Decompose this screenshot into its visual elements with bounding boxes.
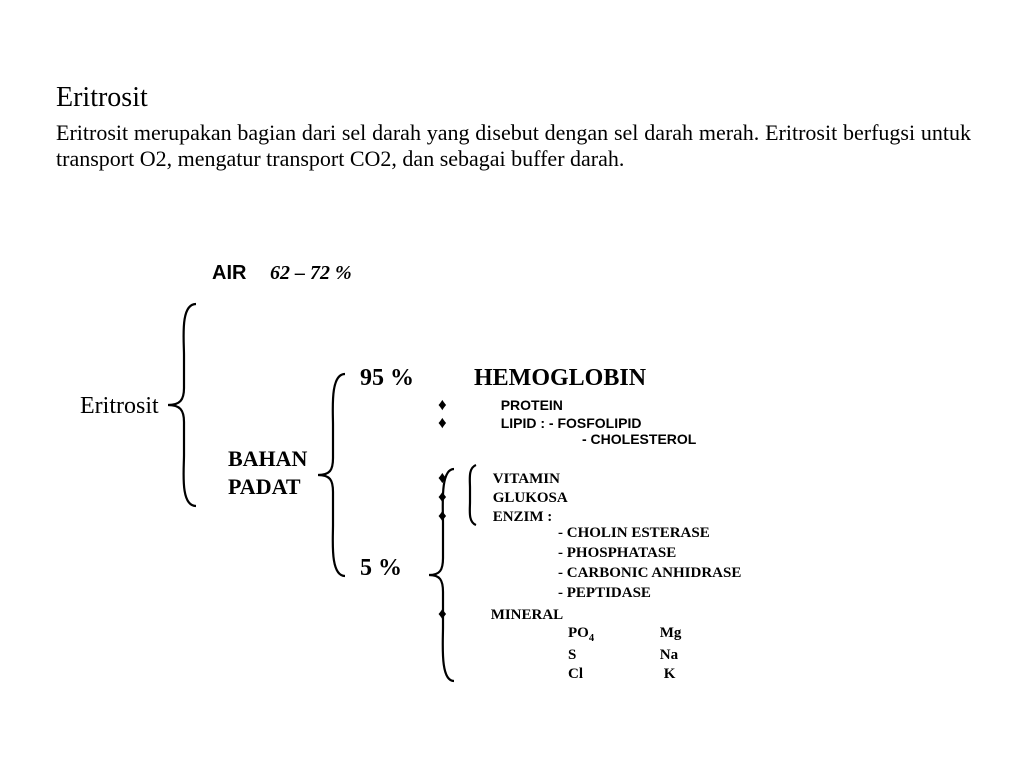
enzim-row: ♦ ENZIM : xyxy=(438,506,552,526)
lipid-row: ♦ LIPID : - FOSFOLIPID xyxy=(438,413,641,433)
brace-bahan xyxy=(313,370,351,580)
mineral-row: ♦ MINERAL xyxy=(438,604,563,624)
protein-label: PROTEIN xyxy=(501,397,563,413)
air-value: 62 – 72 % xyxy=(270,262,352,284)
mineral-row-3: Cl K xyxy=(568,665,681,685)
bahan-padat-label: BAHAN PADAT xyxy=(228,445,307,500)
diamond-icon: ♦ xyxy=(438,395,447,414)
glukosa-label: GLUKOSA xyxy=(493,490,568,506)
diamond-icon: ♦ xyxy=(438,468,447,487)
paragraph: Eritrosit merupakan bagian dari sel dara… xyxy=(56,120,971,172)
mineral-s: S xyxy=(568,646,656,666)
air-label: AIR xyxy=(212,262,246,284)
enzim-2: - PHOSPHATASE xyxy=(558,545,676,562)
mineral-table: PO4 Mg S Na Cl K xyxy=(568,624,681,685)
diamond-icon: ♦ xyxy=(438,413,447,432)
page: Eritrosit Eritrosit merupakan bagian dar… xyxy=(0,0,1024,768)
root-label: Eritrosit xyxy=(80,393,159,420)
diamond-icon: ♦ xyxy=(438,487,447,506)
percent-5: 5 % xyxy=(360,555,402,582)
hemoglobin-label: HEMOGLOBIN xyxy=(474,365,646,392)
mineral-k: K xyxy=(664,666,676,682)
enzim-4: - PEPTIDASE xyxy=(558,585,651,602)
mineral-cl: Cl xyxy=(568,665,660,685)
mineral-na: Na xyxy=(660,647,678,663)
lipid-label: LIPID : - FOSFOLIPID xyxy=(501,415,642,431)
lipid-cholesterol: - CHOLESTEROL xyxy=(582,431,696,447)
protein-row: ♦ PROTEIN xyxy=(438,395,563,415)
air-row: AIR 62 – 72 % xyxy=(212,262,352,285)
brace-main xyxy=(162,300,202,510)
enzim-3: - CARBONIC ANHIDRASE xyxy=(558,565,741,582)
enzim-1: - CHOLIN ESTERASE xyxy=(558,525,710,542)
mineral-po4: PO4 xyxy=(568,624,656,646)
page-title: Eritrosit xyxy=(56,82,148,114)
bahan-line2: PADAT xyxy=(228,474,301,499)
percent-95: 95 % xyxy=(360,365,414,392)
diamond-icon: ♦ xyxy=(438,506,447,525)
mineral-label: MINERAL xyxy=(491,607,564,623)
mineral-row-1: PO4 Mg xyxy=(568,624,681,646)
glukosa-row: ♦ GLUKOSA xyxy=(438,487,568,507)
bahan-line1: BAHAN xyxy=(228,446,307,471)
mineral-mg: Mg xyxy=(660,625,682,641)
vitamin-label: VITAMIN xyxy=(493,471,560,487)
enzim-label: ENZIM : xyxy=(493,509,553,525)
diamond-icon: ♦ xyxy=(438,604,447,623)
vitamin-row: ♦ VITAMIN xyxy=(438,468,560,488)
mineral-row-2: S Na xyxy=(568,646,681,666)
